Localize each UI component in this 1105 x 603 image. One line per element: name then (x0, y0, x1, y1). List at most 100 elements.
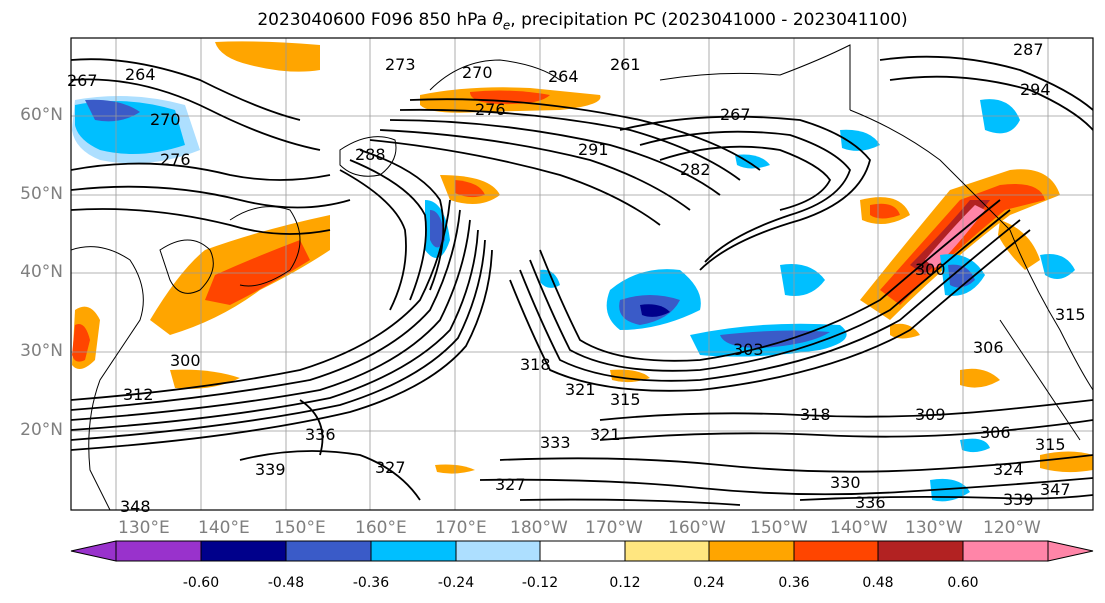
colorbar-tick-label: -0.60 (182, 575, 220, 591)
lon-label: 130°W (905, 518, 963, 538)
colorbar-bin (200, 540, 287, 562)
title-suffix: , precipitation PC (2023041000 - 2023041… (510, 10, 908, 30)
lon-label: 140°W (830, 518, 888, 538)
colorbar-tick-label: 0.12 (609, 575, 641, 591)
lon-label: 120°W (983, 518, 1041, 538)
contour-label: 315 (1055, 305, 1086, 324)
shade-blue-south (930, 478, 970, 502)
contour-label: 300 (915, 260, 946, 279)
lon-label: 130°E (118, 518, 170, 538)
contour-label: 267 (67, 71, 98, 90)
contour-label: 270 (150, 110, 181, 129)
lat-label: 50°N (20, 184, 63, 204)
colorbar-bin (539, 540, 626, 562)
contour-label: 321 (565, 380, 596, 399)
colorbar-tick-label: 0.24 (693, 575, 725, 591)
shade-blue-small1 (735, 154, 770, 169)
contour-label: 327 (375, 458, 406, 477)
contour-label: 306 (980, 423, 1011, 442)
lat-label: 30°N (20, 341, 63, 361)
lon-label: 160°W (668, 518, 726, 538)
shade-navy-aleutian (640, 304, 670, 317)
shade-royal-nw (948, 264, 975, 288)
colorbar-bin (115, 540, 202, 562)
contour-label: 294 (1020, 80, 1051, 99)
contour-label: 291 (578, 140, 609, 159)
contour-label: 315 (610, 390, 641, 409)
shade-orange-okhotsk (215, 41, 320, 72)
contour-labels: 267 264 270 273 270 264 261 287 294 276 … (67, 40, 1086, 516)
contour-label: 327 (495, 475, 526, 494)
title-subscript: e (502, 18, 511, 33)
shade-red-japan (205, 240, 310, 305)
lon-label: 160°E (355, 518, 407, 538)
contour-label: 282 (680, 160, 711, 179)
colorbar-tick-label: 0.48 (862, 575, 894, 591)
precipitation-shading (72, 41, 1093, 502)
title-prefix: 2023040600 F096 850 hPa (257, 10, 493, 30)
colorbar (70, 540, 1094, 562)
shade-red-front (880, 184, 1045, 305)
colorbar-bin (624, 540, 710, 562)
lon-label: 170°W (585, 518, 643, 538)
contour-label: 321 (590, 425, 621, 444)
contour-label: 287 (1013, 40, 1044, 59)
theta-e-contours (71, 55, 1093, 506)
contour-label: 261 (610, 55, 641, 74)
figure-title: 2023040600 F096 850 hPa θe, precipitatio… (0, 10, 1105, 32)
contour-label: 339 (1003, 490, 1034, 509)
colorbar-extend-high (1047, 540, 1094, 562)
shade-red-kuril (455, 180, 485, 198)
contour-label: 306 (973, 338, 1004, 357)
coastlines (71, 44, 1093, 510)
contour-label: 336 (855, 493, 886, 512)
lat-label: 20°N (20, 420, 63, 440)
contour-label: 276 (475, 100, 506, 119)
contour-label: 267 (720, 105, 751, 124)
contour-label: 270 (462, 63, 493, 82)
shade-red-goa (870, 203, 900, 219)
contour-label: 315 (1035, 435, 1066, 454)
lat-label: 40°N (20, 262, 63, 282)
shade-orange-east (960, 368, 1000, 388)
shade-royal-mid (430, 210, 445, 248)
contour-label: 348 (120, 497, 151, 516)
colorbar-bin (370, 540, 457, 562)
contour-label: 300 (170, 351, 201, 370)
contour-label: 309 (915, 405, 946, 424)
colorbar-tick-label: -0.24 (437, 575, 475, 591)
contour-label: 303 (733, 340, 764, 359)
contour-label: 336 (305, 425, 336, 444)
contour-label: 264 (548, 67, 579, 86)
lon-label: 150°E (274, 518, 326, 538)
contour-label: 276 (160, 150, 191, 169)
contour-label: 330 (830, 473, 861, 492)
map-frame (70, 37, 1094, 511)
colorbar-bin (793, 540, 879, 562)
lon-label: 150°W (750, 518, 808, 538)
shade-blue-ne (780, 264, 825, 296)
lon-label: 140°E (198, 518, 250, 538)
colorbar-tick-label: 0.60 (947, 575, 979, 591)
colorbar-tick-label: -0.12 (521, 575, 559, 591)
colorbar-bin (455, 540, 541, 562)
contour-label: 312 (123, 385, 154, 404)
shade-blue-small3 (960, 438, 990, 453)
contour-label: 318 (520, 355, 551, 374)
colorbar-tick-label: -0.48 (267, 575, 305, 591)
lon-label: 180°W (510, 518, 568, 538)
colorbar-tick-label: 0.36 (778, 575, 810, 591)
title-theta: θ (492, 10, 503, 30)
colorbar-tick-label: -0.36 (352, 575, 390, 591)
colorbar-bin (285, 540, 372, 562)
colorbar-extend-low (70, 540, 117, 562)
shade-blue-small2 (540, 269, 560, 288)
colorbar-bin (877, 540, 964, 562)
contour-label: 264 (125, 65, 156, 84)
contour-label: 324 (993, 460, 1024, 479)
contour-label: 339 (255, 460, 286, 479)
contour-label: 333 (540, 433, 571, 452)
contour-label: 288 (355, 145, 386, 164)
contour-label: 347 (1040, 480, 1071, 499)
